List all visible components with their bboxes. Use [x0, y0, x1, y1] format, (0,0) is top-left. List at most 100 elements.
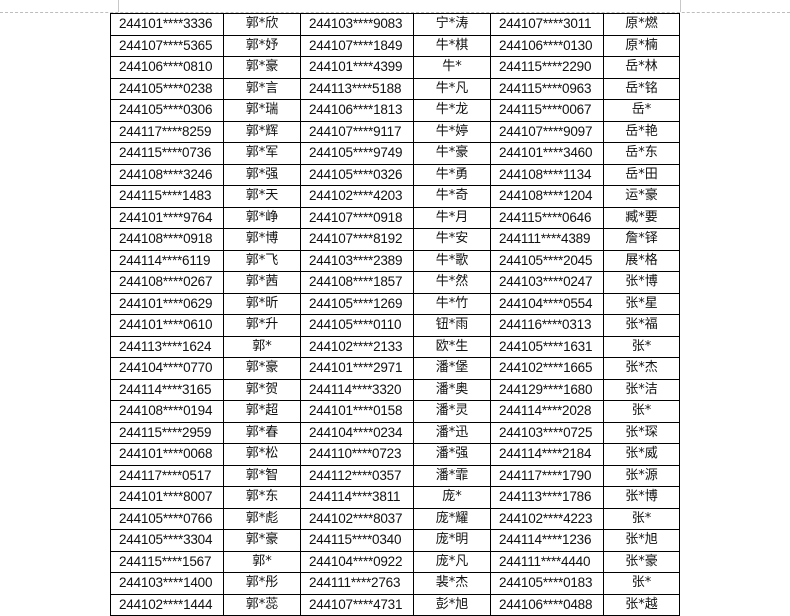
id-number-cell: 244102****4203	[300, 185, 414, 208]
id-number-cell: 244115****0963	[490, 77, 604, 100]
id-number-cell: 244107****9097	[490, 120, 604, 143]
margin-corner-mark-left	[118, 0, 119, 12]
name-cell: 展*格	[603, 249, 680, 272]
id-number-cell: 244111****4389	[490, 228, 604, 251]
name-cell: 原*燃	[603, 13, 680, 36]
id-number-cell: 244117****1790	[490, 464, 604, 487]
name-cell: 岳*铭	[603, 77, 680, 100]
name-cell: 张*	[603, 507, 680, 530]
name-cell: 潘*迅	[413, 421, 491, 444]
table-row: 244101****0610 郭*升 244105****0110 钮*雨 244116…	[110, 314, 680, 337]
id-number-cell: 244103****9083	[300, 13, 414, 36]
name-cell: 牛*婷	[413, 120, 491, 143]
name-cell: 郭*东	[223, 486, 301, 509]
name-cell: 庞*凡	[413, 550, 491, 573]
id-number-cell: 244108****0194	[110, 400, 224, 423]
name-cell: 张*福	[603, 314, 680, 337]
table-row: 244114****6119 郭*飞 244103****2389 牛*歌 244105…	[110, 249, 680, 272]
id-number-cell: 244108****1204	[490, 185, 604, 208]
name-cell: 潘*霏	[413, 464, 491, 487]
name-cell: 郭*春	[223, 421, 301, 444]
table-row: 244105****0238 郭*言 244113****5188 牛*凡 244115…	[110, 77, 680, 100]
name-cell: 郭*瑞	[223, 99, 301, 122]
name-cell: 庞*明	[413, 529, 491, 552]
name-cell: 彭*旭	[413, 593, 491, 616]
name-cell: 张*	[603, 400, 680, 423]
table-row: 244115****2959 郭*春 244104****0234 潘*迅 244103…	[110, 421, 680, 444]
table-row: 244105****3304 郭*豪 244115****0340 庞*明 244114…	[110, 529, 680, 552]
id-number-cell: 244101****8007	[110, 486, 224, 509]
name-cell: 裴*杰	[413, 572, 491, 595]
name-cell: 臧*要	[603, 206, 680, 229]
id-number-cell: 244115****0736	[110, 142, 224, 165]
id-number-cell: 244115****1483	[110, 185, 224, 208]
id-number-cell: 244106****0488	[490, 593, 604, 616]
id-number-cell: 244104****0922	[300, 550, 414, 573]
id-number-cell: 244114****2184	[490, 443, 604, 466]
name-cell: 郭*蕊	[223, 593, 301, 616]
id-number-cell: 244101****4399	[300, 56, 414, 79]
id-number-cell: 244114****6119	[110, 249, 224, 272]
name-cell: 牛*龙	[413, 99, 491, 122]
id-number-cell: 244102****2133	[300, 335, 414, 358]
name-cell: 岳*林	[603, 56, 680, 79]
name-cell: 郭*言	[223, 77, 301, 100]
id-number-cell: 244103****2389	[300, 249, 414, 272]
id-number-cell: 244114****1236	[490, 529, 604, 552]
id-number-cell: 244113****1786	[490, 486, 604, 509]
name-cell: 郭*强	[223, 163, 301, 186]
id-number-cell: 244101****0068	[110, 443, 224, 466]
name-cell: 郭*松	[223, 443, 301, 466]
name-cell: 张*星	[603, 292, 680, 315]
name-cell: 张*博	[603, 486, 680, 509]
id-number-cell: 244102****8037	[300, 507, 414, 530]
name-cell: 原*楠	[603, 34, 680, 57]
name-cell: 张*越	[603, 593, 680, 616]
name-cell: 张*琛	[603, 421, 680, 444]
table-row: 244101****8007 郭*东 244114****3811 庞* 244113*…	[110, 486, 680, 509]
name-cell: 郭*智	[223, 464, 301, 487]
id-number-cell: 244101****3336	[110, 13, 224, 36]
name-cell: 张*豪	[603, 550, 680, 573]
id-number-cell: 244108****1134	[490, 163, 604, 186]
table-row: 244108****3246 郭*强 244105****0326 牛*勇 244108…	[110, 163, 680, 186]
name-cell: 庞*耀	[413, 507, 491, 530]
id-number-cell: 244103****0247	[490, 271, 604, 294]
name-cell: 牛*安	[413, 228, 491, 251]
name-cell: 张*洁	[603, 378, 680, 401]
id-number-cell: 244114****3320	[300, 378, 414, 401]
name-cell: 郭*超	[223, 400, 301, 423]
id-number-cell: 244108****0918	[110, 228, 224, 251]
table-row: 244103****1400 郭*彤 244111****2763 裴*杰 244105…	[110, 572, 680, 595]
name-cell: 岳*东	[603, 142, 680, 165]
table-row: 244105****0766 郭*彪 244102****8037 庞*耀 244102…	[110, 507, 680, 530]
id-number-cell: 244106****0810	[110, 56, 224, 79]
id-number-cell: 244108****3246	[110, 163, 224, 186]
id-number-cell: 244111****2763	[300, 572, 414, 595]
name-cell: 牛*然	[413, 271, 491, 294]
table-row: 244105****0306 郭*瑞 244106****1813 牛*龙 244115…	[110, 99, 680, 122]
id-number-cell: 244101****0629	[110, 292, 224, 315]
id-number-cell: 244115****2290	[490, 56, 604, 79]
table-row: 244106****0810 郭*豪 244101****4399 牛* 244115*…	[110, 56, 680, 79]
id-number-cell: 244105****1631	[490, 335, 604, 358]
name-cell: 潘*堡	[413, 357, 491, 380]
id-number-cell: 244105****1269	[300, 292, 414, 315]
id-number-cell: 244107****4731	[300, 593, 414, 616]
id-number-cell: 244106****0130	[490, 34, 604, 57]
id-number-cell: 244105****0110	[300, 314, 414, 337]
name-cell: 张*博	[603, 271, 680, 294]
table-row: 244101****3336 郭*欣 244103****9083 宁*涛 244107…	[110, 13, 680, 36]
name-cell: 郭*天	[223, 185, 301, 208]
name-cell: 牛*豪	[413, 142, 491, 165]
id-number-cell: 244115****2959	[110, 421, 224, 444]
table-row: 244107****5365 郭*妤 244107****1849 牛*棋 244106…	[110, 34, 680, 57]
name-cell: 郭*妤	[223, 34, 301, 57]
id-number-cell: 244115****0646	[490, 206, 604, 229]
name-cell: 郭*辉	[223, 120, 301, 143]
id-number-cell: 244103****0725	[490, 421, 604, 444]
name-cell: 郭*峥	[223, 206, 301, 229]
id-number-cell: 244105****2045	[490, 249, 604, 272]
name-cell: 郭*豪	[223, 529, 301, 552]
name-cell: 郭*彪	[223, 507, 301, 530]
